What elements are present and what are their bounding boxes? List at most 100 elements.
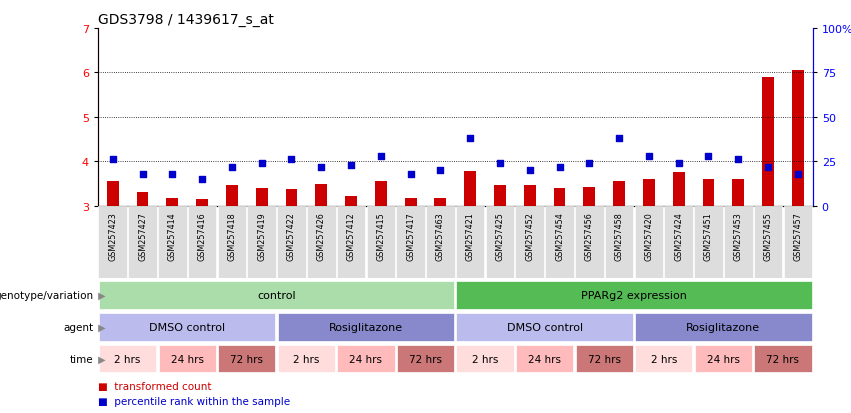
Text: GSM257423: GSM257423 xyxy=(108,212,117,261)
Bar xyxy=(277,206,306,278)
Point xyxy=(761,164,774,171)
Text: GSM257421: GSM257421 xyxy=(465,212,475,261)
Point xyxy=(672,160,686,167)
Point xyxy=(374,153,387,160)
Text: GSM257456: GSM257456 xyxy=(585,212,594,261)
Point xyxy=(344,162,357,169)
Text: GSM257422: GSM257422 xyxy=(287,212,296,261)
Text: GSM257463: GSM257463 xyxy=(436,212,445,260)
Bar xyxy=(196,199,208,206)
Point xyxy=(165,171,179,178)
Text: 2 hrs: 2 hrs xyxy=(651,354,677,364)
Bar xyxy=(337,345,395,373)
Bar xyxy=(516,345,574,373)
Bar xyxy=(99,313,276,341)
Bar xyxy=(307,206,335,278)
Bar xyxy=(643,180,655,206)
Text: GSM257427: GSM257427 xyxy=(138,212,147,261)
Text: GSM257418: GSM257418 xyxy=(227,212,237,260)
Bar xyxy=(635,313,812,341)
Text: 24 hrs: 24 hrs xyxy=(171,354,203,364)
Text: 2 hrs: 2 hrs xyxy=(294,354,319,364)
Text: 2 hrs: 2 hrs xyxy=(472,354,498,364)
Bar xyxy=(703,180,714,206)
Text: GSM257412: GSM257412 xyxy=(346,212,356,261)
Bar xyxy=(226,185,237,206)
Text: time: time xyxy=(70,354,94,364)
Bar xyxy=(136,193,149,206)
Text: GDS3798 / 1439617_s_at: GDS3798 / 1439617_s_at xyxy=(98,12,274,26)
Bar xyxy=(337,206,365,278)
Text: ▶: ▶ xyxy=(95,322,106,332)
Bar xyxy=(456,345,514,373)
Point xyxy=(463,135,477,142)
Bar xyxy=(724,206,752,278)
Bar xyxy=(784,206,812,278)
Bar xyxy=(315,185,327,206)
Text: GSM257454: GSM257454 xyxy=(555,212,564,261)
Text: GSM257420: GSM257420 xyxy=(644,212,654,261)
Bar xyxy=(754,206,782,278)
Text: GSM257453: GSM257453 xyxy=(734,212,743,261)
Text: 72 hrs: 72 hrs xyxy=(231,354,263,364)
Bar xyxy=(456,313,633,341)
Text: GSM257417: GSM257417 xyxy=(406,212,415,261)
Text: GSM257426: GSM257426 xyxy=(317,212,326,261)
Bar xyxy=(188,206,216,278)
Bar xyxy=(218,206,246,278)
Bar xyxy=(754,345,812,373)
Bar xyxy=(158,206,186,278)
Text: PPARg2 expression: PPARg2 expression xyxy=(581,290,687,300)
Bar xyxy=(129,206,157,278)
Bar xyxy=(107,182,119,206)
Bar xyxy=(486,206,514,278)
Bar xyxy=(277,313,454,341)
Text: 2 hrs: 2 hrs xyxy=(115,354,140,364)
Text: GSM257414: GSM257414 xyxy=(168,212,177,260)
Bar xyxy=(218,345,276,373)
Text: 24 hrs: 24 hrs xyxy=(528,354,561,364)
Point xyxy=(582,160,596,167)
Text: ■  transformed count: ■ transformed count xyxy=(98,381,211,391)
Point xyxy=(523,167,536,174)
Point xyxy=(255,160,269,167)
Text: GSM257452: GSM257452 xyxy=(525,212,534,261)
Bar xyxy=(434,198,446,206)
Point xyxy=(284,157,298,163)
Bar xyxy=(397,206,425,278)
Text: GSM257455: GSM257455 xyxy=(763,212,773,261)
Bar xyxy=(277,345,335,373)
Bar xyxy=(166,198,179,206)
Text: GSM257458: GSM257458 xyxy=(614,212,624,261)
Bar xyxy=(99,206,127,278)
Point xyxy=(433,167,448,174)
Bar xyxy=(374,182,386,206)
Bar xyxy=(694,206,722,278)
Text: GSM257424: GSM257424 xyxy=(674,212,683,261)
Bar xyxy=(465,171,476,206)
Text: ■  percentile rank within the sample: ■ percentile rank within the sample xyxy=(98,396,290,406)
Point xyxy=(642,153,655,160)
Bar xyxy=(613,182,625,206)
Bar xyxy=(762,78,774,206)
Text: GSM257457: GSM257457 xyxy=(793,212,802,261)
Bar xyxy=(456,282,812,309)
Bar xyxy=(158,345,216,373)
Bar xyxy=(694,345,752,373)
Point xyxy=(196,176,209,183)
Bar xyxy=(248,206,276,278)
Text: GSM257419: GSM257419 xyxy=(257,212,266,261)
Bar xyxy=(367,206,395,278)
Text: DMSO control: DMSO control xyxy=(149,322,226,332)
Bar xyxy=(575,206,603,278)
Point xyxy=(553,164,567,171)
Bar xyxy=(494,185,505,206)
Bar xyxy=(584,188,596,206)
Bar xyxy=(732,180,744,206)
Text: control: control xyxy=(257,290,296,300)
Text: agent: agent xyxy=(64,322,94,332)
Bar xyxy=(404,198,416,206)
Bar xyxy=(255,188,267,206)
Point xyxy=(106,157,119,163)
Text: genotype/variation: genotype/variation xyxy=(0,290,94,300)
